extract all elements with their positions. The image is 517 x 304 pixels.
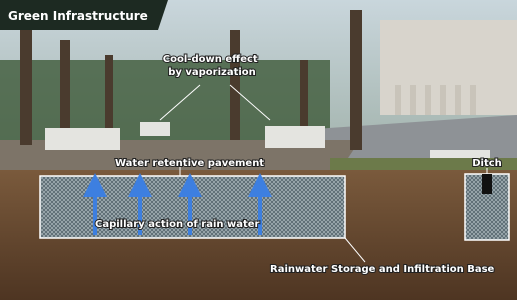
ditch-label: Ditch (472, 158, 502, 169)
storage-label: Rainwater Storage and Infiltration Base (270, 264, 495, 275)
cooling-line: by vaporization (168, 67, 256, 78)
cooling-line: Cool-down effect (163, 54, 258, 65)
diagram: Green Infrastructure Cool-down effect by… (0, 0, 517, 300)
capillary-label: Capillary action of rain water (95, 219, 260, 230)
pavement-label: Water retentive pavement (115, 158, 264, 169)
title: Green Infrastructure (8, 9, 148, 23)
page: Green Infrastructure Cool-down effect by… (0, 0, 517, 300)
ditch-pipe (482, 174, 492, 194)
